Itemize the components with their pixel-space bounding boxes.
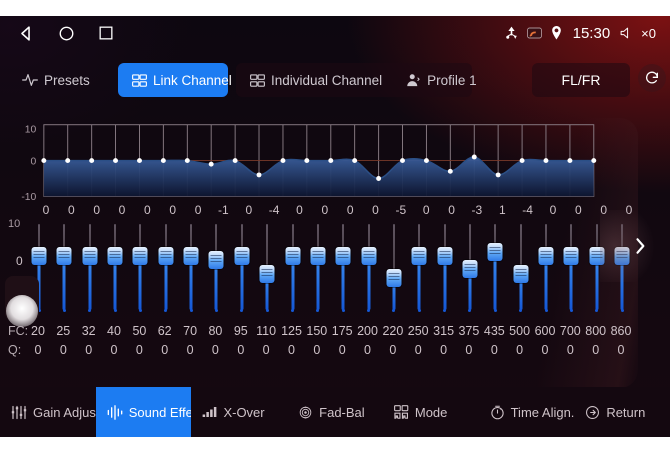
svg-text:10: 10 [25, 124, 37, 135]
svg-text:0: 0 [31, 156, 37, 167]
svg-text:-10: -10 [21, 192, 36, 203]
